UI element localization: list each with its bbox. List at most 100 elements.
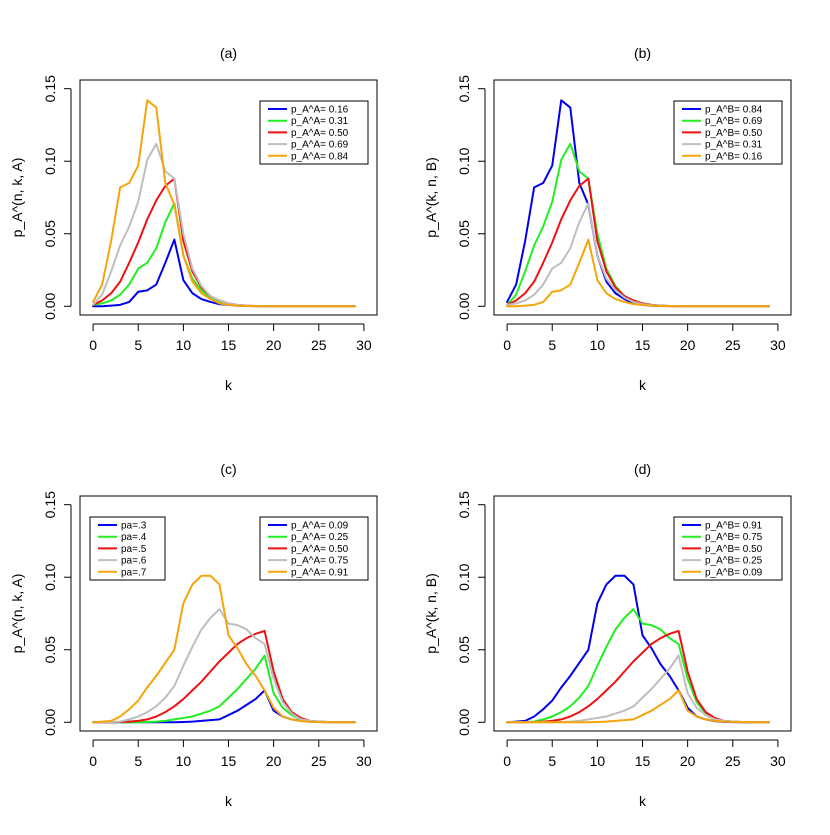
x-tick-label: 0 [89,337,97,353]
series-line-1 [92,238,356,308]
x-tick-label: 15 [221,337,237,353]
y-tick-label: 0.05 [456,220,472,247]
y-tick-label: 0.05 [42,636,58,663]
y-axis-label: p_A^(n, k, A) [9,158,25,238]
y-axis-label: p_A^(n, k, A) [9,574,25,654]
series-group [92,99,356,308]
series-group [92,574,356,724]
legend-entry-label: pa=.3 [121,521,147,532]
series-group [506,99,770,308]
series-line-3 [506,629,770,724]
chart-panel-c: (c) 0 5 10 15 20 25 30 k 0.00 0.05 0.10 0.15 p_A^(n, … [9,461,378,809]
x-axis: 0 5 10 15 20 25 30 k [89,739,372,809]
x-tick-label: 10 [176,753,192,769]
x-tick-label: 0 [503,753,511,769]
series-line-3 [506,177,770,308]
y-tick-label: 0.00 [42,292,58,319]
x-tick-label: 30 [770,337,786,353]
legend-entry-label: p_A^B= 0.16 [705,151,763,162]
x-axis-label: k [639,793,647,809]
legend-entry-label: pa=.4 [121,532,147,543]
legend-entry-label: p_A^A= 0.75 [291,556,349,567]
y-tick-label: 0.15 [42,491,58,518]
legend-entry-label: p_A^A= 0.16 [291,105,349,116]
series-line-2 [506,142,770,308]
y-tick-label: 0.15 [456,491,472,518]
x-tick-label: 10 [590,753,606,769]
legend-entry-label: p_A^A= 0.31 [291,116,349,127]
chart-panel-a: (a) 0 5 10 15 20 25 30 k 0.00 0.05 0.10 0.15 p_A^(n, … [9,45,378,393]
y-tick-label: 0.10 [42,147,58,174]
y-tick-label: 0.00 [456,292,472,319]
x-tick-label: 25 [311,337,327,353]
x-tick-label: 20 [266,753,282,769]
series-line-3 [92,177,356,308]
x-tick-label: 0 [503,337,511,353]
legend-entry-label: p_A^A= 0.09 [291,521,349,532]
legend-entry-label: p_A^B= 0.50 [705,544,763,555]
series-line-5 [92,574,356,724]
chart-panel-d: (d) 0 5 10 15 20 25 30 k 0.00 0.05 0.10 0.15 p_A^(k, … [423,461,792,809]
legend-entry-label: p_A^B= 0.75 [705,532,763,543]
y-tick-label: 0.05 [42,220,58,247]
y-axis: 0.00 0.05 0.10 0.15 p_A^(k, n, B) [423,75,486,320]
x-tick-label: 30 [356,337,372,353]
legend-entry-label: p_A^A= 0.50 [291,128,349,139]
y-axis: 0.00 0.05 0.10 0.15 p_A^(n, k, A) [9,75,72,320]
legend-top-right: p_A^A= 0.16p_A^A= 0.31p_A^A= 0.50p_A^A= … [259,100,369,165]
x-axis-label: k [639,377,647,393]
y-tick-label: 0.10 [42,563,58,590]
x-tick-label: 0 [89,753,97,769]
x-axis-label: k [225,377,233,393]
chart-title: (b) [634,45,651,61]
x-tick-label: 30 [356,753,372,769]
y-tick-label: 0.00 [456,708,472,735]
y-tick-label: 0.05 [456,636,472,663]
y-tick-label: 0.15 [42,75,58,102]
legend-entry-label: p_A^B= 0.09 [705,567,763,578]
x-tick-label: 5 [548,753,556,769]
x-tick-label: 5 [548,337,556,353]
x-tick-label: 10 [176,337,192,353]
x-tick-label: 25 [725,337,741,353]
legend-entry-label: pa=.5 [121,544,147,555]
series-line-5 [92,99,356,308]
y-axis: 0.00 0.05 0.10 0.15 p_A^(k, n, B) [423,491,486,736]
x-axis-label: k [225,793,233,809]
plot-frame [79,495,378,732]
plot-frame [493,495,792,732]
x-tick-label: 20 [680,753,696,769]
legend-entry-label: p_A^B= 0.31 [705,140,763,151]
series-line-5 [506,238,770,308]
x-tick-label: 5 [134,753,142,769]
y-tick-label: 0.00 [42,708,58,735]
x-tick-label: 20 [680,337,696,353]
legend-top-right: p_A^A= 0.09p_A^A= 0.25p_A^A= 0.50p_A^A= … [259,516,369,581]
legend-entry-label: p_A^A= 0.91 [291,567,349,578]
x-tick-label: 5 [134,337,142,353]
x-tick-label: 15 [221,753,237,769]
series-group [506,574,770,724]
legend-entry-label: p_A^A= 0.69 [291,140,349,151]
legend-entry-label: p_A^A= 0.84 [291,151,349,162]
x-axis: 0 5 10 15 20 25 30 k [503,323,786,393]
chart-title: (c) [220,461,236,477]
chart-panel-b: (b) 0 5 10 15 20 25 30 k 0.00 0.05 0.10 0.15 p_A^(k, … [423,45,792,393]
series-line-1 [506,574,770,724]
y-axis-label: p_A^(k, n, B) [423,573,439,654]
legend-entry-label: p_A^B= 0.91 [705,521,763,532]
legend-entry-label: p_A^B= 0.84 [705,105,763,116]
plot-frame [493,79,792,316]
x-tick-label: 25 [311,753,327,769]
legend-entry-label: p_A^B= 0.50 [705,128,763,139]
chart-title: (d) [634,461,651,477]
series-line-3 [92,629,356,724]
y-tick-label: 0.10 [456,147,472,174]
x-axis: 0 5 10 15 20 25 30 k [503,739,786,809]
y-tick-label: 0.15 [456,75,472,102]
x-axis: 0 5 10 15 20 25 30 k [89,323,372,393]
x-tick-label: 15 [635,753,651,769]
legend-entry-label: p_A^A= 0.25 [291,532,349,543]
x-tick-label: 10 [590,337,606,353]
